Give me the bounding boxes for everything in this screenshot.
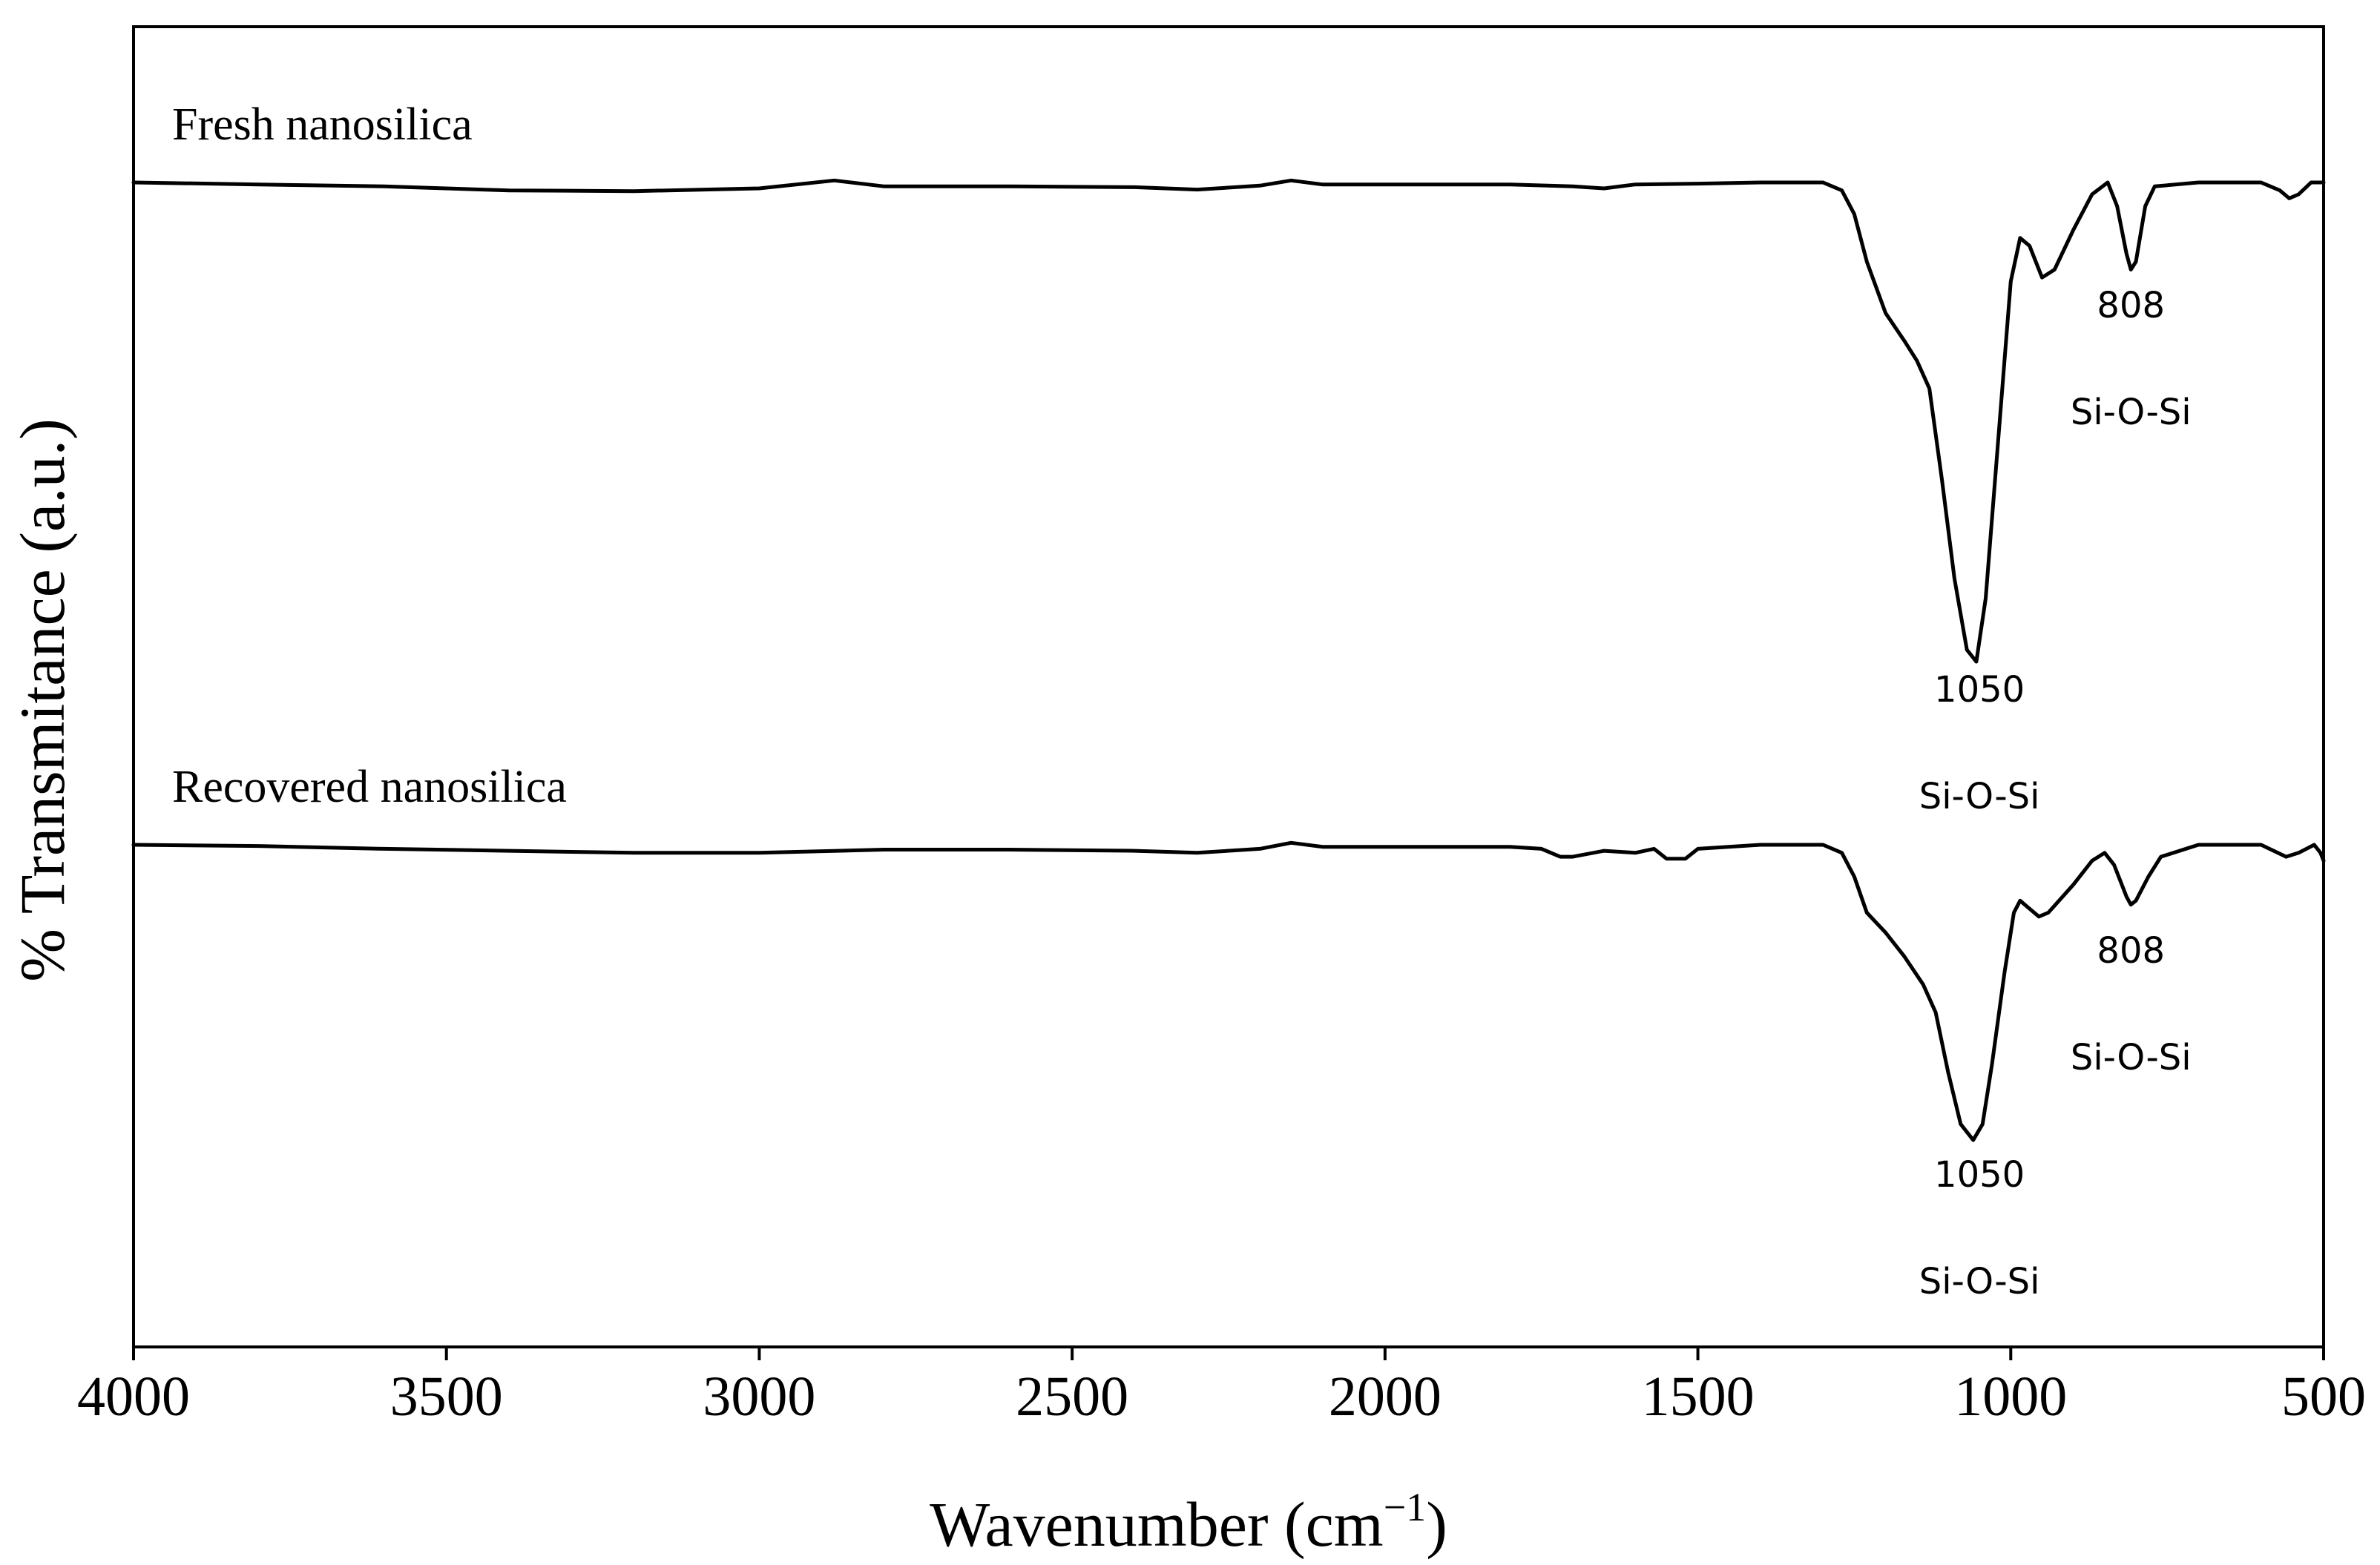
series-label-fresh: Fresh nanosilica	[172, 99, 473, 150]
peak-label-assignment: Si-O-Si	[2071, 392, 2192, 433]
x-axis-title: Wavenumber (cm−1)	[930, 1485, 1447, 1560]
x-tick-label: 1000	[1954, 1365, 2067, 1428]
plot-frame	[132, 25, 2325, 1348]
peak-annotations: 808 Si-O-Si 1050 Si-O-Si 808 Si-O-Si 1050 Si-O-…	[1919, 285, 2192, 1302]
peak-label-wavenumber: 1050	[1934, 1154, 2025, 1196]
x-tick-label: 2500	[1016, 1365, 1128, 1428]
x-tick-label: 3000	[703, 1365, 815, 1428]
x-tick-label: 500	[2281, 1365, 2366, 1428]
x-axis: 4000 3500 3000 2500 2000 1500 1000 500	[77, 1347, 2366, 1428]
series-line-fresh	[131, 178, 2326, 664]
series-line-recovered	[131, 840, 2326, 1142]
y-axis-title: % Transmitance (a.u.)	[7, 418, 78, 982]
peak-label-wavenumber: 1050	[1934, 669, 2025, 711]
peak-label-assignment: Si-O-Si	[1919, 776, 2040, 817]
x-tick-label: 2000	[1329, 1365, 1442, 1428]
peak-label-assignment: Si-O-Si	[1919, 1261, 2040, 1302]
peak-label-wavenumber: 808	[2097, 285, 2165, 326]
peak-label-assignment: Si-O-Si	[2071, 1037, 2192, 1078]
peak-label-wavenumber: 808	[2097, 930, 2165, 972]
series-lines	[131, 178, 2326, 1142]
x-tick-label: 4000	[77, 1365, 190, 1428]
series-label-recovered: Recovered nanosilica	[172, 762, 567, 812]
x-tick-label: 3500	[390, 1365, 503, 1428]
x-tick-label: 1500	[1642, 1365, 1755, 1428]
series-labels: Fresh nanosilica Recovered nanosilica	[172, 99, 567, 812]
